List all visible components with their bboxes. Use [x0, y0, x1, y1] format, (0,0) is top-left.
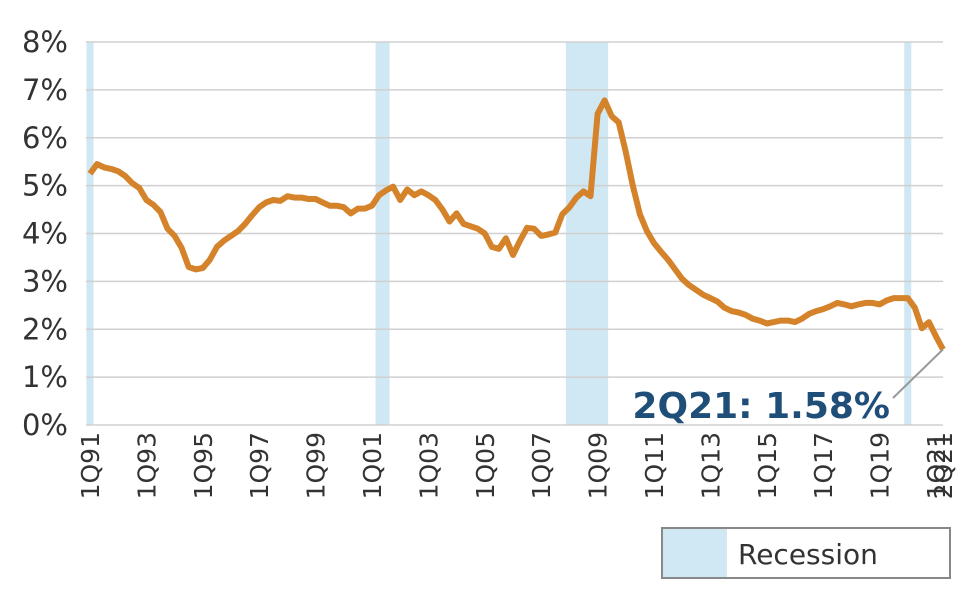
x-tick-label: 1Q93: [132, 432, 161, 499]
x-tick-label: 1Q19: [866, 432, 895, 499]
x-tick-label: 1Q91: [76, 432, 105, 499]
y-tick-label: 1%: [22, 360, 68, 394]
x-tick-label: 1Q21: [922, 432, 951, 499]
line: [87, 97, 946, 351]
y-tick-label: 6%: [22, 121, 68, 155]
annotation-leader: [892, 348, 944, 399]
x-tick-label: 1Q97: [245, 432, 274, 499]
y-tick-label: 5%: [22, 169, 68, 203]
plot: 0% 1% 2% 3% 4% 5% 6% 7% 8% 1Q91 1Q93 1Q95 1Q97 1Q99 1Q…: [22, 25, 958, 499]
y-tick-label: 2%: [22, 312, 68, 346]
y-tick-label: 0%: [22, 408, 68, 442]
x-tick-label: 1Q15: [753, 432, 782, 499]
grid: [86, 41, 943, 426]
x-tick-label: 2Q21: [929, 432, 958, 499]
x-tick-label: 1Q95: [189, 432, 218, 499]
x-tick-label: 1Q07: [527, 432, 556, 499]
x-tick-label: 1Q17: [809, 432, 838, 499]
y-tick-label: 8%: [22, 25, 68, 59]
y-tick-label: 3%: [22, 264, 68, 298]
annotation: 2Q21: 1.58%: [632, 386, 890, 427]
x-tick-label: 1Q09: [584, 432, 613, 499]
x-tick-label: 1Q13: [696, 432, 725, 499]
legend-swatch: [663, 529, 727, 577]
y-tick-label: 4%: [22, 217, 68, 251]
x-tick-label: 1Q11: [640, 432, 669, 499]
x-tick-label: 1Q03: [414, 432, 443, 499]
x-tick-label: 1Q99: [302, 432, 331, 499]
x-tick-label: 1Q01: [358, 432, 387, 499]
legend-label: Recession: [738, 538, 878, 571]
x-tick-label: 1Q05: [471, 432, 500, 499]
y-tick-label: 7%: [22, 73, 68, 107]
